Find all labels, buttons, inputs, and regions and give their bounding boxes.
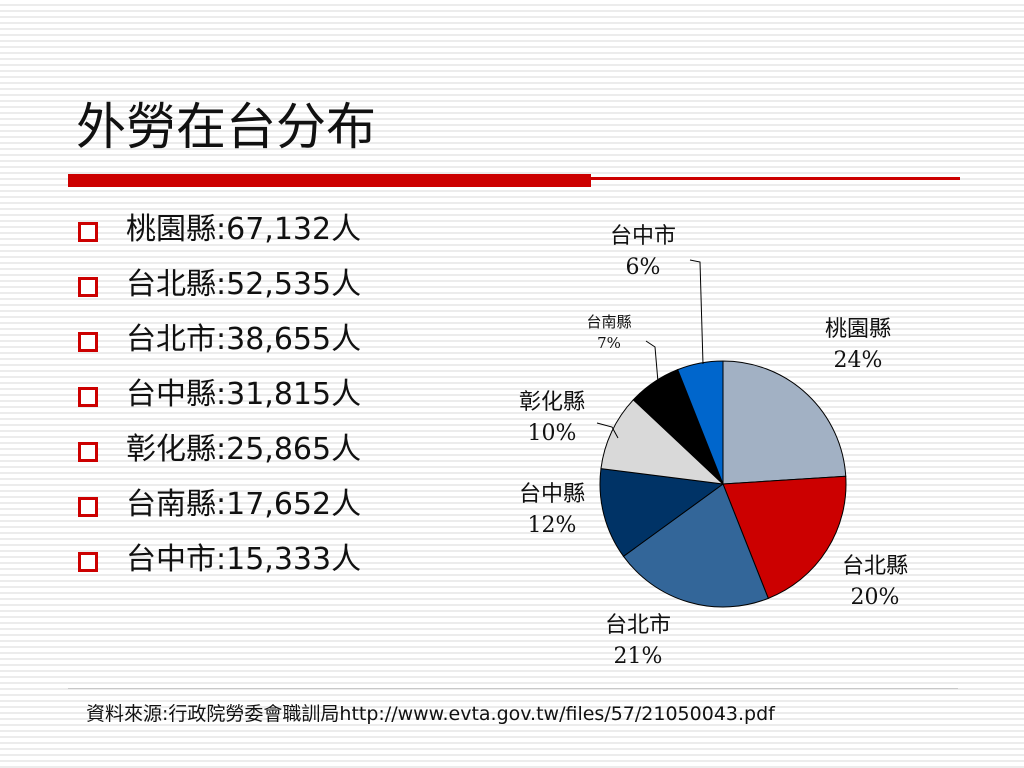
bullet-count: 52,535 bbox=[226, 267, 332, 302]
slice-label: 台中市 bbox=[610, 224, 676, 249]
slide-title: 外勞在台分布 bbox=[76, 98, 376, 156]
slice-label: 桃園縣 bbox=[825, 317, 891, 342]
bullet-label: 台北縣: bbox=[126, 267, 227, 302]
square-bullet-icon bbox=[78, 277, 98, 297]
leader-line bbox=[645, 340, 659, 383]
bullet-count: 15,333 bbox=[226, 542, 332, 577]
bullet-item: 台中市:15,333人 bbox=[76, 538, 361, 593]
bullet-unit: 人 bbox=[331, 432, 362, 467]
slice-value-label: 6% bbox=[626, 255, 661, 280]
bullet-item: 台南縣:17,652人 bbox=[76, 483, 361, 538]
bullet-label: 台北市: bbox=[126, 322, 227, 357]
slice-label: 台中縣 bbox=[519, 482, 585, 507]
bullet-item: 台北市:38,655人 bbox=[76, 318, 361, 373]
bullet-label: 台南縣: bbox=[126, 487, 227, 522]
pie-slice bbox=[722, 475, 847, 600]
pie-slice bbox=[600, 399, 725, 485]
bullet-unit: 人 bbox=[331, 377, 362, 412]
slice-label: 台南縣 bbox=[586, 313, 631, 331]
leader-line bbox=[689, 259, 704, 365]
bullet-count: 67,132 bbox=[226, 212, 332, 247]
slice-value-label: 12% bbox=[528, 513, 577, 538]
square-bullet-icon bbox=[78, 387, 98, 407]
square-bullet-icon bbox=[78, 222, 98, 242]
square-bullet-icon bbox=[78, 497, 98, 517]
bullet-item: 桃園縣:67,132人 bbox=[76, 208, 361, 263]
slice-label: 台北縣 bbox=[842, 554, 908, 579]
bullet-unit: 人 bbox=[331, 542, 362, 577]
leader-line bbox=[596, 422, 619, 439]
bullet-label: 台中市: bbox=[126, 542, 227, 577]
title-underline-thick bbox=[68, 174, 591, 187]
square-bullet-icon bbox=[78, 442, 98, 462]
bullet-item: 台中縣:31,815人 bbox=[76, 373, 361, 428]
pie-slice bbox=[722, 360, 847, 485]
slice-value-label: 20% bbox=[851, 585, 900, 610]
bullet-list: 桃園縣:67,132人 台北縣:52,535人 台北市:38,655人 台中縣:… bbox=[76, 208, 361, 593]
slice-label: 彰化縣 bbox=[519, 390, 585, 415]
slice-label: 台北市 bbox=[605, 613, 671, 638]
bullet-unit: 人 bbox=[331, 267, 362, 302]
bullet-count: 17,652 bbox=[226, 487, 332, 522]
pie-slice bbox=[622, 483, 769, 608]
pie-slice bbox=[677, 360, 724, 485]
slice-value-label: 21% bbox=[614, 644, 663, 669]
bullet-label: 桃園縣: bbox=[126, 212, 227, 247]
pie-slice bbox=[599, 468, 725, 557]
bullet-unit: 人 bbox=[331, 212, 362, 247]
bullet-item: 台北縣:52,535人 bbox=[76, 263, 361, 318]
bullet-label: 台中縣: bbox=[126, 377, 227, 412]
square-bullet-icon bbox=[78, 552, 98, 572]
bullet-unit: 人 bbox=[331, 322, 362, 357]
slice-value-label: 24% bbox=[834, 348, 883, 373]
footer-divider bbox=[68, 688, 958, 689]
title-underline-thin bbox=[591, 177, 960, 180]
square-bullet-icon bbox=[78, 332, 98, 352]
bullet-label: 彰化縣: bbox=[126, 432, 227, 467]
bullet-unit: 人 bbox=[331, 487, 362, 522]
bullet-count: 38,655 bbox=[226, 322, 332, 357]
slice-value-label: 7% bbox=[597, 334, 621, 352]
source-citation: 資料來源:行政院勞委會職訓局http://www.evta.gov.tw/fil… bbox=[86, 703, 775, 725]
bullet-item: 彰化縣:25,865人 bbox=[76, 428, 361, 483]
bullet-count: 31,815 bbox=[226, 377, 332, 412]
bullet-count: 25,865 bbox=[226, 432, 332, 467]
slice-value-label: 10% bbox=[528, 421, 577, 446]
